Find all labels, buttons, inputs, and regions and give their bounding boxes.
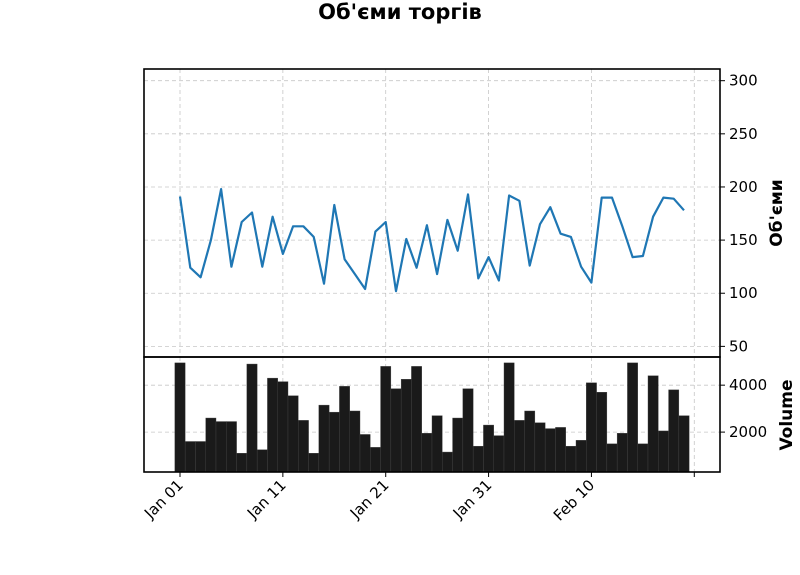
top-panel-frame (143, 68, 721, 358)
volume-bar (493, 435, 505, 473)
volume-bar (514, 420, 525, 473)
volume-bar (298, 420, 309, 473)
volume-bar (349, 410, 361, 473)
volume-bar (472, 445, 484, 473)
volume-bar (370, 447, 381, 473)
volume-bar (339, 386, 350, 473)
volume-bar (627, 362, 638, 473)
volume-bar (524, 410, 536, 473)
top-y-axis-label: Об'єми (767, 179, 787, 246)
volume-bar (462, 388, 474, 473)
volume-bar (195, 441, 206, 473)
volume-bar (236, 453, 248, 473)
chart-title: Об'єми торгів (318, 0, 482, 24)
volume-bar (215, 421, 227, 473)
x-tick-label: Jan 01 (140, 476, 187, 523)
volume-bar (544, 428, 556, 473)
volume-bar (483, 424, 494, 473)
volume-bar (267, 377, 278, 473)
top-y-tick-label: 250 (729, 125, 758, 143)
volume-bar (586, 382, 597, 473)
x-tick-label: Jan 21 (346, 476, 393, 523)
volume-bar (277, 381, 289, 473)
x-tick-label: Jan 11 (243, 476, 290, 523)
volume-bar (390, 388, 402, 473)
x-tick-label: Feb 10 (550, 476, 598, 524)
x-tick-label: Jan 31 (449, 476, 496, 523)
volume-bar (287, 395, 299, 473)
top-y-tick-label: 50 (729, 337, 748, 355)
volume-bar (174, 362, 186, 473)
volume-bar (411, 366, 422, 473)
bottom-y-axis-label: Volume (777, 379, 797, 450)
volume-bar (421, 433, 433, 473)
volume-bar (565, 445, 577, 473)
bottom-y-ticks: 2000 4000 (720, 376, 767, 441)
volume-bar (359, 434, 371, 473)
x-axis-ticks: Jan 01 Jan 11 Jan 21 Jan 31 Feb 10 (140, 472, 695, 524)
volume-bar (318, 404, 330, 473)
volume-bar (256, 449, 268, 473)
volume-bar (647, 375, 659, 473)
top-y-tick-label: 150 (729, 231, 758, 249)
volume-bar (328, 411, 340, 473)
volume-bar (503, 362, 515, 473)
bottom-y-tick-label: 4000 (729, 376, 767, 394)
volume-bar (246, 363, 258, 473)
volume-bar (606, 443, 618, 473)
volume-bar (534, 422, 546, 473)
volume-bar (616, 433, 628, 473)
volume-bars (174, 362, 690, 473)
top-y-tick-label: 100 (729, 284, 758, 302)
top-y-tick-label: 300 (729, 72, 758, 90)
top-y-ticks: 50 100 150 200 250 300 (720, 72, 758, 355)
bottom-y-tick-label: 2000 (729, 423, 767, 441)
volume-bar (637, 443, 649, 473)
volume-bar (658, 430, 669, 473)
volume-bar (668, 389, 680, 473)
volume-bar (380, 366, 392, 473)
volume-line-series (178, 188, 685, 293)
volume-bar (452, 417, 464, 473)
volume-bar (596, 392, 608, 473)
volume-bar (431, 415, 443, 473)
volume-bar (678, 415, 690, 473)
top-y-tick-label: 200 (729, 178, 758, 196)
volume-bar (308, 453, 320, 473)
volume-bar (555, 427, 566, 473)
volume-bar (400, 379, 412, 473)
volume-bar (226, 421, 237, 473)
bottom-panel-frame (143, 356, 721, 473)
volume-bar (442, 451, 453, 473)
volume-bar (575, 440, 587, 473)
volume-bar (205, 417, 217, 473)
volume-bar (184, 441, 196, 473)
price-panel-grid (144, 69, 720, 357)
